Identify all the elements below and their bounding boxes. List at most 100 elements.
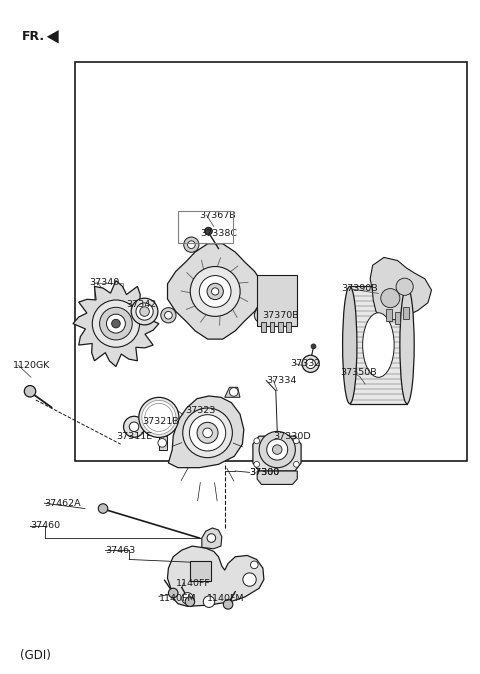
Circle shape [168, 588, 178, 598]
Polygon shape [47, 30, 59, 44]
Circle shape [293, 462, 299, 467]
Bar [257, 276, 297, 326]
Circle shape [140, 307, 149, 316]
Circle shape [197, 423, 218, 443]
Bar [178, 211, 233, 243]
Circle shape [92, 300, 140, 347]
Text: 37332: 37332 [290, 359, 321, 368]
Circle shape [229, 388, 238, 396]
Polygon shape [225, 388, 240, 397]
Text: 1140FF: 1140FF [176, 579, 210, 588]
Circle shape [183, 408, 232, 458]
Circle shape [273, 445, 282, 454]
Circle shape [139, 398, 179, 437]
Circle shape [381, 288, 400, 307]
Circle shape [150, 408, 168, 427]
Circle shape [306, 359, 315, 369]
Bar [386, 309, 392, 321]
Text: 37350B: 37350B [340, 368, 377, 377]
Bar [262, 322, 266, 332]
Circle shape [98, 503, 108, 514]
Bar [190, 561, 211, 581]
Circle shape [136, 303, 153, 320]
Text: FR.: FR. [22, 30, 45, 43]
Text: 37340: 37340 [90, 278, 120, 286]
Polygon shape [253, 436, 301, 471]
Polygon shape [168, 244, 263, 339]
Text: 37342: 37342 [126, 301, 156, 309]
Circle shape [204, 227, 212, 235]
Circle shape [251, 561, 258, 569]
Text: 37334: 37334 [266, 376, 297, 385]
Circle shape [145, 403, 173, 431]
Text: 1140FM: 1140FM [159, 594, 196, 603]
Circle shape [267, 439, 288, 460]
Circle shape [165, 311, 172, 319]
Circle shape [207, 283, 223, 300]
Text: 37462A: 37462A [44, 499, 81, 508]
Polygon shape [168, 546, 264, 607]
Circle shape [142, 400, 176, 435]
Circle shape [203, 428, 212, 437]
Circle shape [254, 462, 260, 467]
Circle shape [24, 386, 36, 397]
Circle shape [182, 592, 193, 604]
Circle shape [129, 422, 139, 431]
Text: (GDI): (GDI) [20, 648, 50, 662]
Ellipse shape [363, 313, 394, 377]
Text: 37300: 37300 [250, 468, 280, 477]
Text: 37311E: 37311E [116, 431, 152, 441]
Bar [270, 322, 275, 332]
Bar [395, 311, 400, 324]
Polygon shape [257, 471, 297, 485]
Circle shape [254, 307, 270, 323]
Text: 37300: 37300 [250, 468, 280, 477]
Circle shape [254, 438, 260, 443]
Text: 1120GK: 1120GK [13, 361, 51, 369]
Circle shape [258, 311, 266, 319]
Text: 37463: 37463 [106, 545, 136, 555]
Polygon shape [370, 257, 432, 319]
Circle shape [112, 319, 120, 328]
Circle shape [107, 314, 125, 333]
Bar [278, 322, 283, 332]
Circle shape [190, 266, 240, 316]
Text: 37323: 37323 [185, 406, 216, 415]
Circle shape [144, 402, 174, 433]
Circle shape [185, 597, 195, 607]
Circle shape [212, 288, 219, 295]
Circle shape [293, 438, 299, 443]
Ellipse shape [343, 286, 357, 404]
Text: 37460: 37460 [30, 522, 60, 530]
Text: 37390B: 37390B [341, 284, 378, 293]
Circle shape [123, 417, 144, 437]
Circle shape [243, 573, 256, 586]
Circle shape [158, 439, 167, 447]
Ellipse shape [400, 286, 414, 404]
Circle shape [396, 278, 413, 295]
Circle shape [161, 307, 176, 323]
Bar [75, 62, 467, 461]
Polygon shape [168, 396, 244, 468]
Circle shape [188, 241, 195, 249]
Circle shape [207, 534, 216, 543]
Polygon shape [73, 280, 159, 367]
Text: 37367B: 37367B [199, 210, 236, 220]
Circle shape [131, 298, 158, 325]
Circle shape [190, 415, 226, 451]
Bar [403, 307, 409, 319]
Polygon shape [159, 436, 168, 450]
Text: 37370B: 37370B [263, 311, 299, 320]
Circle shape [184, 237, 199, 252]
Text: 37321B: 37321B [142, 417, 179, 426]
Circle shape [155, 413, 163, 421]
Circle shape [203, 596, 215, 607]
Circle shape [199, 276, 231, 307]
Circle shape [100, 307, 132, 340]
Bar [286, 322, 291, 332]
Text: 37338C: 37338C [200, 228, 238, 238]
Text: 37330D: 37330D [274, 431, 311, 441]
Circle shape [311, 344, 316, 348]
Polygon shape [350, 286, 407, 404]
Polygon shape [202, 528, 222, 549]
